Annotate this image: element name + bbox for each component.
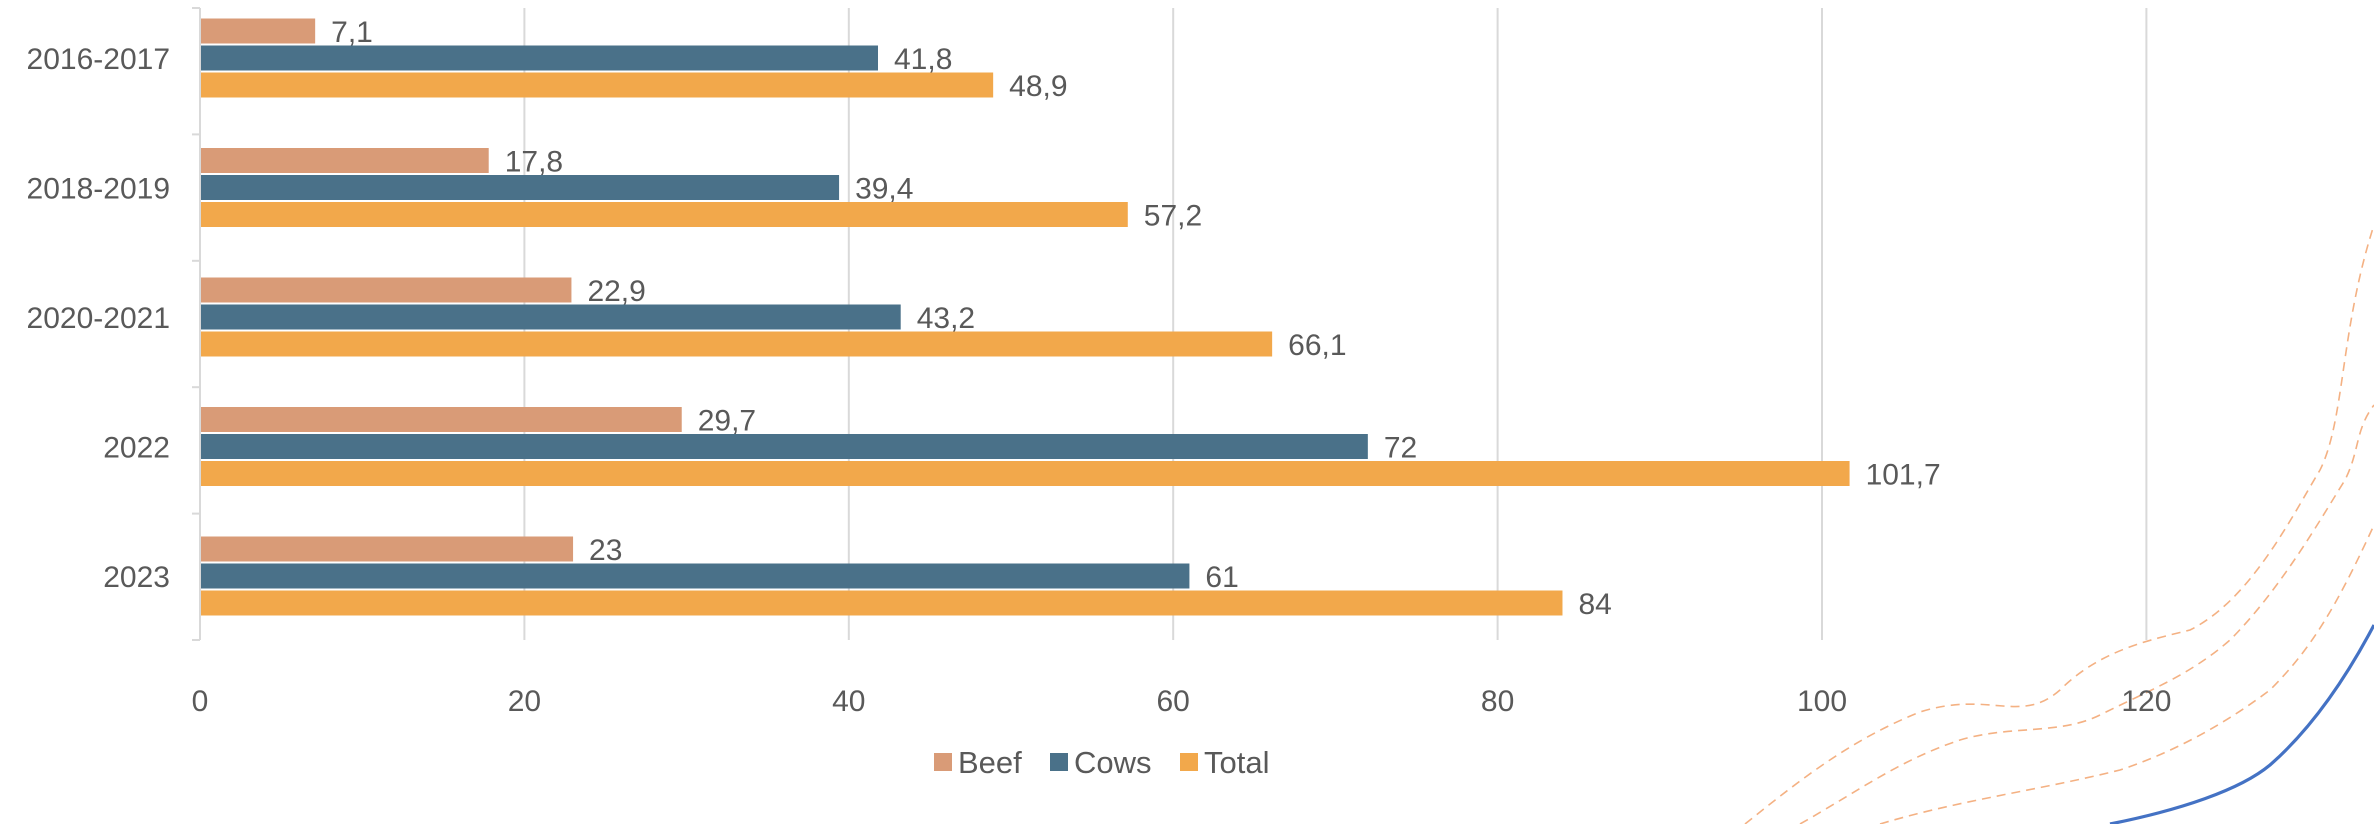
x-tick-label: 80: [1481, 685, 1514, 718]
bar-beef: [200, 536, 574, 562]
category-label: 2020-2021: [27, 302, 170, 335]
swirl-solid-line: [2109, 624, 2374, 824]
data-label: 17,8: [505, 146, 563, 179]
bar-total: [200, 331, 1273, 357]
x-tick-label: 0: [192, 685, 209, 718]
data-label: 61: [1205, 561, 1238, 594]
x-axis-ticks: 0 20 40 60 80 100 120: [192, 685, 2172, 718]
bar-cows: [200, 304, 901, 330]
x-tick-label: 120: [2121, 685, 2171, 718]
bar-beef: [200, 277, 572, 303]
x-tick-label: 40: [832, 685, 865, 718]
data-label: 84: [1578, 588, 1611, 621]
legend-label-total: Total: [1204, 745, 1269, 780]
data-label: 43,2: [917, 302, 975, 335]
category-label: 2018-2019: [27, 173, 170, 206]
bar-cows: [200, 45, 878, 71]
data-label: 7,1: [331, 16, 373, 49]
bar-total: [200, 590, 1563, 616]
data-label: 101,7: [1866, 459, 1941, 492]
data-label: 57,2: [1144, 200, 1202, 233]
data-label: 72: [1384, 432, 1417, 465]
bar-total: [200, 461, 1850, 486]
data-label: 41,8: [894, 43, 952, 76]
swirl-dashed-line: [1744, 224, 2374, 824]
bar-beef: [200, 18, 316, 44]
data-label: 23: [589, 534, 622, 567]
bar-group: 7,1 41,8 48,9 17,8 39,4 57,2 22,9 43,2 66,1 29,7 7…: [200, 16, 1941, 621]
legend-swatch-beef: [934, 753, 952, 771]
legend-swatch-cows: [1050, 753, 1068, 771]
bar-total: [200, 72, 994, 98]
bar-total: [200, 202, 1128, 227]
bar-cows: [200, 563, 1190, 589]
data-label: 48,9: [1009, 70, 1067, 103]
data-label: 66,1: [1288, 329, 1346, 362]
x-tick-label: 60: [1157, 685, 1190, 718]
decorative-swirl: [1744, 224, 2374, 824]
category-labels: 2016-2017 2018-2019 2020-2021 2022 2023: [27, 43, 170, 594]
bar-cows: [200, 434, 1368, 459]
category-label: 2016-2017: [27, 43, 170, 76]
bar-beef: [200, 407, 682, 432]
legend-label-beef: Beef: [958, 745, 1022, 780]
bar-cows: [200, 175, 840, 200]
legend-label-cows: Cows: [1074, 745, 1152, 780]
gridlines: [523, 8, 2148, 640]
y-axis: [192, 7, 201, 641]
data-label: 29,7: [698, 405, 756, 438]
bar-beef: [200, 148, 489, 173]
x-tick-label: 20: [508, 685, 541, 718]
x-tick-label: 100: [1797, 685, 1847, 718]
category-label: 2023: [103, 561, 170, 594]
category-label: 2022: [103, 432, 170, 465]
data-label: 39,4: [855, 173, 913, 206]
data-label: 22,9: [587, 275, 645, 308]
legend: Beef Cows Total: [934, 745, 1269, 780]
swirl-dashed-line: [1879, 524, 2374, 824]
legend-swatch-total: [1180, 753, 1198, 771]
